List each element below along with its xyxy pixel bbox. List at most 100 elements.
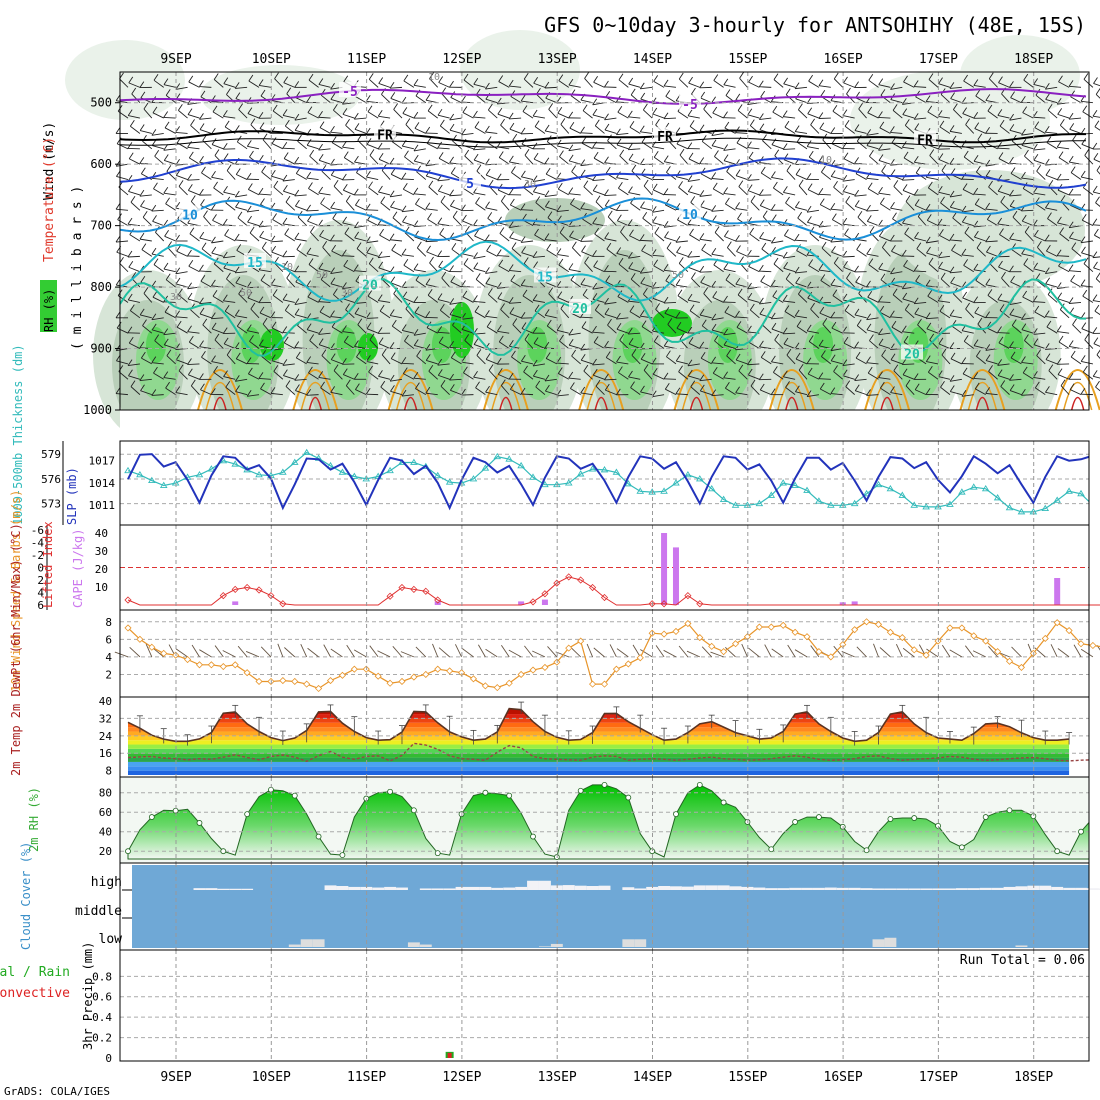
wind-barb — [130, 125, 141, 134]
wind-barb — [318, 376, 331, 380]
wind-barb — [783, 343, 796, 349]
wind-barb — [843, 260, 848, 268]
wind-barb — [354, 237, 367, 242]
wind-barb — [532, 251, 538, 258]
wind-barb — [675, 393, 688, 396]
wind-barb — [473, 376, 486, 380]
wind-barb — [878, 186, 883, 194]
wind10m-point — [231, 661, 239, 669]
wind-barb — [1009, 232, 1014, 240]
boundary-layer-contour — [785, 396, 799, 411]
wind-barb — [401, 254, 414, 257]
wind-barb — [1083, 78, 1094, 88]
cloud-high-bar — [1086, 888, 1099, 890]
wind10m-barb — [369, 645, 379, 658]
wind-barb — [798, 185, 808, 196]
wind-barb — [735, 316, 748, 319]
wind-barb — [187, 114, 200, 119]
wind-barb — [488, 294, 498, 303]
cape-tick-label: 30 — [95, 545, 108, 558]
wind-barb — [282, 250, 288, 258]
rh-tick-label: 40 — [99, 826, 112, 839]
wind-barb — [797, 217, 808, 226]
slp-tick-label: 1017 — [89, 455, 116, 468]
wind-barb — [866, 139, 872, 146]
wind-barb — [997, 332, 1010, 334]
wind-barb — [151, 362, 164, 365]
wind10m-barb — [175, 648, 188, 658]
wind-barb — [783, 255, 796, 259]
wind-barb — [475, 94, 486, 104]
wind-barb — [151, 389, 157, 396]
lifted-index-point — [600, 593, 609, 602]
cloud-high-bar — [515, 886, 528, 890]
wind-barb — [163, 154, 169, 161]
wind10m-barb — [879, 647, 891, 658]
wind-barb — [747, 108, 753, 116]
wind-barb — [390, 194, 403, 198]
wind-barb — [294, 156, 300, 164]
wind10m-barb — [245, 651, 260, 658]
wind-barb — [342, 298, 355, 303]
wind-barb — [961, 357, 967, 364]
wind-barb — [451, 357, 462, 365]
wind-barb — [354, 383, 360, 390]
wind-barb — [1034, 235, 1046, 242]
temp-band — [128, 718, 1070, 723]
wind-barb — [771, 144, 784, 150]
wind-barb — [964, 232, 975, 242]
wind-barb — [425, 311, 431, 318]
wind-barb — [438, 266, 450, 273]
wind-barb — [366, 360, 379, 365]
wind-barb — [628, 332, 641, 335]
wind-barb — [259, 312, 272, 319]
rh-contour-label: 10 — [428, 72, 440, 83]
wind-barb — [748, 81, 760, 88]
wind-barb — [939, 305, 945, 312]
wind-barb — [189, 227, 195, 235]
cloud-high-bar — [491, 887, 504, 890]
wind-barb — [795, 358, 808, 365]
wind-barb — [1082, 289, 1088, 297]
wind-barb — [628, 267, 641, 273]
wind-barb — [581, 327, 593, 334]
precip-plot — [120, 975, 1089, 1058]
wind-barb — [581, 359, 593, 365]
wind-barb — [798, 363, 804, 371]
wind-barb — [1069, 270, 1082, 273]
wind-barb — [1069, 117, 1082, 120]
wind-barb — [1056, 140, 1062, 148]
wind-barb — [330, 316, 343, 319]
top-date-label: 18SEP — [1014, 52, 1053, 67]
wind-barb — [581, 142, 593, 150]
wind-barb — [807, 107, 813, 115]
thickness-point — [719, 495, 728, 502]
wind-barb — [688, 158, 700, 165]
wind-barb — [1000, 380, 1006, 387]
wind-barb — [321, 355, 331, 365]
wind-barb — [368, 257, 374, 264]
cape-axis-title: CAPE (J/kg) — [71, 529, 85, 608]
wind-barb — [176, 250, 188, 257]
wind-barb — [711, 323, 717, 331]
wind-barb — [1009, 194, 1022, 197]
wind-barb — [308, 188, 319, 196]
wind-barb — [283, 260, 289, 268]
wind-barb — [403, 74, 409, 82]
wind-barb — [307, 106, 313, 113]
rh-contour-label: 10 — [281, 262, 293, 273]
wind-barb — [938, 191, 951, 196]
wind-barb — [856, 319, 862, 326]
wind-barb — [830, 354, 836, 362]
wind-barb — [498, 189, 510, 196]
wind-barb — [688, 375, 700, 380]
wind-barb — [998, 158, 1010, 165]
wind-barb — [782, 143, 788, 150]
wind-barb — [809, 226, 815, 234]
wind-barb — [163, 192, 176, 196]
wind10m-barb — [609, 644, 617, 658]
wind-barb — [1068, 297, 1074, 304]
wind-barb — [1009, 265, 1014, 272]
wind-barb — [1022, 372, 1034, 380]
wind-barb — [807, 216, 812, 223]
